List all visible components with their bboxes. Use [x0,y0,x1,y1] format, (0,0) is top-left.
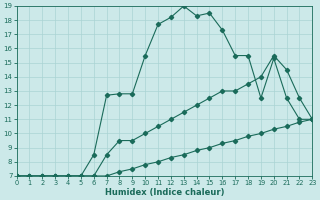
X-axis label: Humidex (Indice chaleur): Humidex (Indice chaleur) [105,188,224,197]
